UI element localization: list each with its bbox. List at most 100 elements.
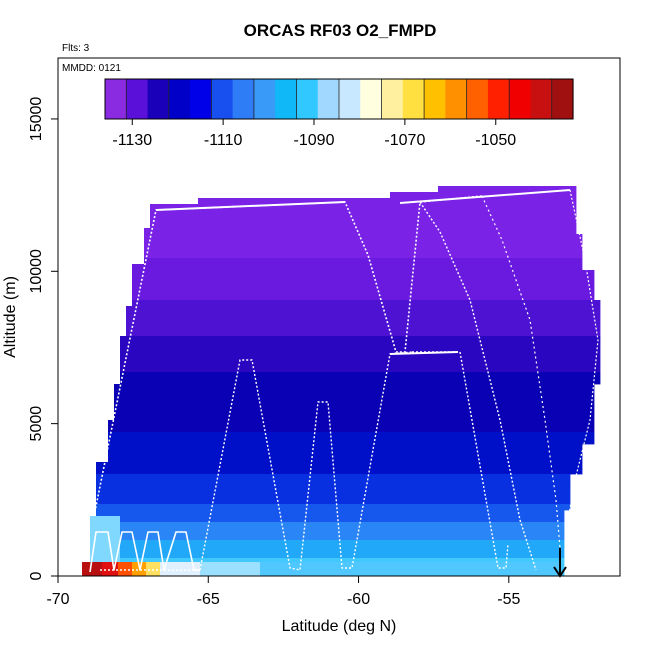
heatmap-cell xyxy=(480,354,487,361)
heatmap-cell xyxy=(402,390,409,397)
heatmap-cell xyxy=(456,468,463,475)
heatmap-cell xyxy=(528,252,535,259)
heatmap-cell xyxy=(192,348,199,355)
heatmap-cell xyxy=(276,360,283,367)
heatmap-cell xyxy=(444,216,451,223)
heatmap-cell xyxy=(228,240,235,247)
heatmap-cell xyxy=(498,300,505,307)
heatmap-cell xyxy=(210,360,217,367)
heatmap-cell xyxy=(228,258,235,265)
heatmap-cell xyxy=(438,492,445,499)
heatmap-cell xyxy=(384,288,391,295)
heatmap-cell xyxy=(222,246,229,253)
heatmap-cell xyxy=(168,408,175,415)
heatmap-cell xyxy=(282,216,289,223)
heatmap-cell xyxy=(198,474,205,481)
heatmap-cell xyxy=(408,372,415,379)
heatmap-cell xyxy=(204,318,211,325)
heatmap-cell xyxy=(540,204,547,211)
heatmap-cell xyxy=(528,540,535,547)
heatmap-cell xyxy=(186,480,193,487)
heatmap-cell xyxy=(246,540,253,547)
heatmap-cell xyxy=(384,516,391,523)
heatmap-cell xyxy=(186,282,193,289)
heatmap-cell xyxy=(492,474,499,481)
heatmap-cell xyxy=(372,294,379,301)
heatmap-cell xyxy=(528,246,535,253)
heatmap-cell xyxy=(456,192,463,199)
heatmap-cell xyxy=(378,546,385,553)
heatmap-cell xyxy=(150,282,157,289)
heatmap-cell xyxy=(324,498,331,505)
heatmap-cell xyxy=(450,546,457,553)
heatmap-cell xyxy=(522,558,529,565)
heatmap-cell xyxy=(414,450,421,457)
heatmap-cell xyxy=(414,420,421,427)
heatmap-cell xyxy=(294,396,301,403)
heatmap-cell xyxy=(570,450,577,457)
heatmap-cell xyxy=(366,444,373,451)
heatmap-cell xyxy=(306,510,313,517)
heatmap-cell xyxy=(342,426,349,433)
heatmap-cell xyxy=(240,516,247,523)
heatmap-cell xyxy=(558,492,565,499)
heatmap-cell xyxy=(240,306,247,313)
heatmap-cell xyxy=(180,300,187,307)
heatmap-cell xyxy=(480,552,487,559)
heatmap-cell xyxy=(396,468,403,475)
heatmap-cell xyxy=(372,504,379,511)
heatmap-cell xyxy=(282,252,289,259)
heatmap-cell xyxy=(294,540,301,547)
heatmap-cell xyxy=(204,240,211,247)
heatmap-cell xyxy=(120,426,127,433)
heatmap-cell xyxy=(120,522,127,529)
heatmap-cell xyxy=(432,498,439,505)
heatmap-cell xyxy=(378,240,385,247)
heatmap-cell xyxy=(384,210,391,217)
heatmap-cell xyxy=(366,378,373,385)
heatmap-cell xyxy=(420,480,427,487)
heatmap-cell xyxy=(258,318,265,325)
heatmap-cell xyxy=(108,474,115,481)
heatmap-cell xyxy=(258,198,265,205)
heatmap-cell xyxy=(192,558,199,565)
heatmap-cell xyxy=(492,414,499,421)
heatmap-cell xyxy=(306,480,313,487)
heatmap-cell xyxy=(312,522,319,529)
heatmap-cell xyxy=(144,288,151,295)
heatmap-cell xyxy=(456,474,463,481)
heatmap-cell xyxy=(216,306,223,313)
heatmap-cell xyxy=(192,426,199,433)
heatmap-cell xyxy=(144,528,151,535)
heatmap-cell xyxy=(114,498,121,505)
heatmap-cell xyxy=(564,366,571,373)
heatmap-cell xyxy=(150,438,157,445)
heatmap-cell xyxy=(408,396,415,403)
heatmap-cell xyxy=(120,468,127,475)
heatmap-cell xyxy=(330,258,337,265)
heatmap-cell xyxy=(240,330,247,337)
heatmap-cell xyxy=(342,246,349,253)
heatmap-cell xyxy=(330,294,337,301)
heatmap-cell xyxy=(468,324,475,331)
heatmap-cell xyxy=(408,474,415,481)
heatmap-cell xyxy=(204,378,211,385)
heatmap-cell xyxy=(564,480,571,487)
heatmap-cell xyxy=(582,432,589,439)
heatmap-cell xyxy=(444,306,451,313)
heatmap-cell xyxy=(222,408,229,415)
heatmap-cell xyxy=(330,348,337,355)
heatmap-cell xyxy=(480,318,487,325)
heatmap-cell xyxy=(168,462,175,469)
heatmap-cell xyxy=(558,378,565,385)
heatmap-cell xyxy=(204,246,211,253)
heatmap-cell xyxy=(174,498,181,505)
heatmap-cell xyxy=(450,366,457,373)
heatmap-cell xyxy=(354,312,361,319)
heatmap-cell xyxy=(486,456,493,463)
heatmap-cell xyxy=(546,384,553,391)
heatmap-cell xyxy=(432,246,439,253)
heatmap-cell xyxy=(516,204,523,211)
heatmap-cell xyxy=(138,318,145,325)
heatmap-cell xyxy=(174,546,181,553)
